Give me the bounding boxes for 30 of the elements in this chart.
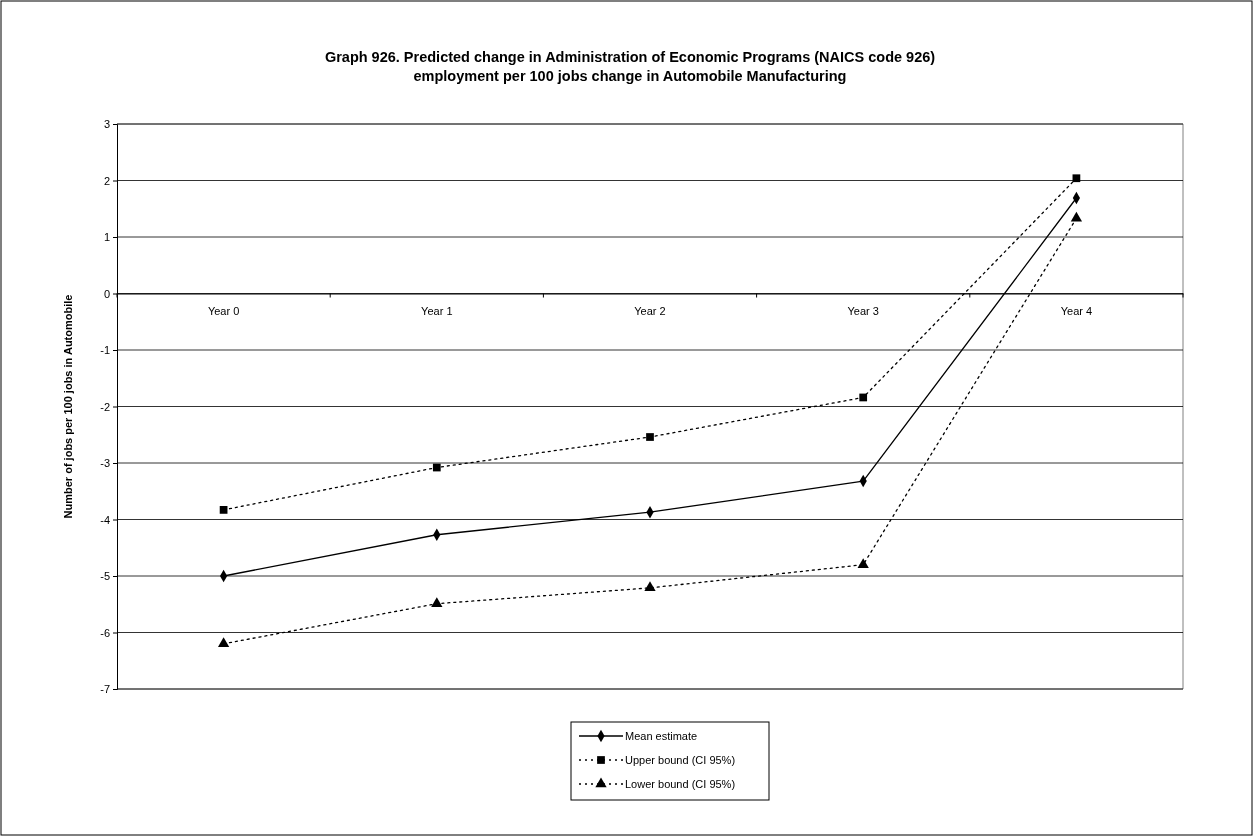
x-tick-label: Year 3	[847, 305, 879, 318]
point	[644, 581, 656, 592]
point	[219, 506, 228, 514]
x-tick-label: Year 0	[207, 305, 240, 318]
y-tick-label: -3	[100, 457, 110, 470]
x-tick-label: Year 1	[421, 305, 453, 318]
point	[431, 597, 443, 607]
point	[646, 433, 654, 441]
point	[857, 558, 869, 568]
y-tick-label: 2	[103, 174, 110, 187]
legend-label: Lower bound (CI 95%)	[625, 778, 736, 790]
y-tick-label: -4	[100, 513, 110, 526]
chart-title: Graph 926. Predicted change in Administration of Economic Programs (NAICS code 926) employment per 100 jobs change in Automobile Manufacturing	[324, 49, 936, 84]
point	[217, 637, 230, 648]
y-tick-label: -2	[100, 400, 110, 413]
y-tick-label: -1	[100, 344, 110, 357]
y-tick-label: -7	[100, 683, 110, 696]
x-tick-label: Year 2	[634, 305, 666, 318]
y-tick-label: -5	[100, 570, 110, 583]
legend-label: Mean estimate	[625, 730, 698, 742]
legend-label: Upper bound (CI 95%)	[625, 754, 736, 766]
y-axis-title: Number of jobs per 100 jobs in Automobile	[62, 294, 74, 519]
y-tick-label: 3	[103, 118, 110, 131]
y-tick-label: -6	[100, 626, 110, 639]
y-tick-label: 0	[103, 287, 110, 300]
x-tick-label: Year 4	[1060, 305, 1093, 318]
point	[432, 463, 441, 472]
y-tick-label: 1	[103, 231, 110, 244]
point	[1072, 174, 1081, 183]
point	[859, 393, 868, 402]
